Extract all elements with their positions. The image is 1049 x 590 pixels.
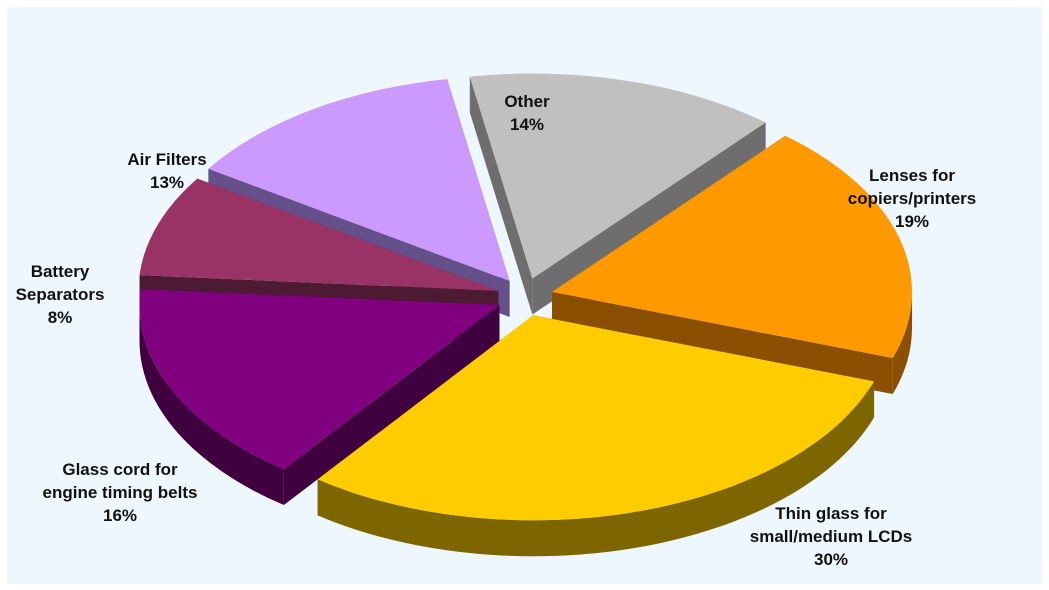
- pie-slice-rim: [892, 291, 912, 394]
- slice-label: Glass cord for engine timing belts 16%: [43, 460, 198, 525]
- slice-name-label: Battery: [31, 262, 90, 281]
- slice-name-label: Other: [504, 92, 550, 111]
- slice-name-label: Air Filters: [127, 150, 206, 169]
- pie-slice-wall: [469, 76, 533, 315]
- slice-label: Other 14%: [504, 92, 550, 134]
- slice-name-label: Glass cord for: [62, 460, 178, 479]
- pie-slice-group: [317, 315, 875, 557]
- pie-slice: [317, 315, 875, 521]
- slice-percent-label: 13%: [150, 173, 184, 192]
- slice-name-label: copiers/printers: [848, 189, 977, 208]
- slice-percent-label: 16%: [103, 506, 137, 525]
- slice-percent-label: 30%: [814, 550, 848, 569]
- slice-percent-label: 19%: [895, 212, 929, 231]
- pie-slice: [469, 73, 766, 279]
- pie-chart: Other 14% Lenses for copiers/printers 19% Thi…: [16, 73, 977, 569]
- slice-name-label: Lenses for: [869, 166, 955, 185]
- slice-name-label: Separators: [16, 285, 105, 304]
- pie-slice: [551, 135, 912, 358]
- slice-label: Air Filters 13%: [127, 150, 206, 192]
- slice-name-label: small/medium LCDs: [750, 527, 913, 546]
- pie-slice-rim: [139, 304, 284, 506]
- slice-percent-label: 14%: [510, 115, 544, 134]
- slice-name-label: engine timing belts: [43, 483, 198, 502]
- pie-slice-wall: [283, 304, 500, 506]
- pie-slice: [139, 289, 500, 470]
- slice-percent-label: 8%: [48, 308, 73, 327]
- slice-label: Battery Separators 8%: [16, 262, 105, 327]
- slice-label: Thin glass for small/medium LCDs 30%: [750, 504, 913, 569]
- pie-slice: [208, 79, 510, 282]
- pie-slice: [139, 178, 499, 291]
- pie-slice-rim: [317, 381, 875, 557]
- pie-slice-group: [139, 289, 500, 506]
- slice-name-label: Thin glass for: [775, 504, 887, 523]
- slice-label: Lenses for copiers/printers 19%: [848, 166, 977, 231]
- chart-area: Other 14% Lenses for copiers/printers 19% Thi…: [7, 7, 1042, 584]
